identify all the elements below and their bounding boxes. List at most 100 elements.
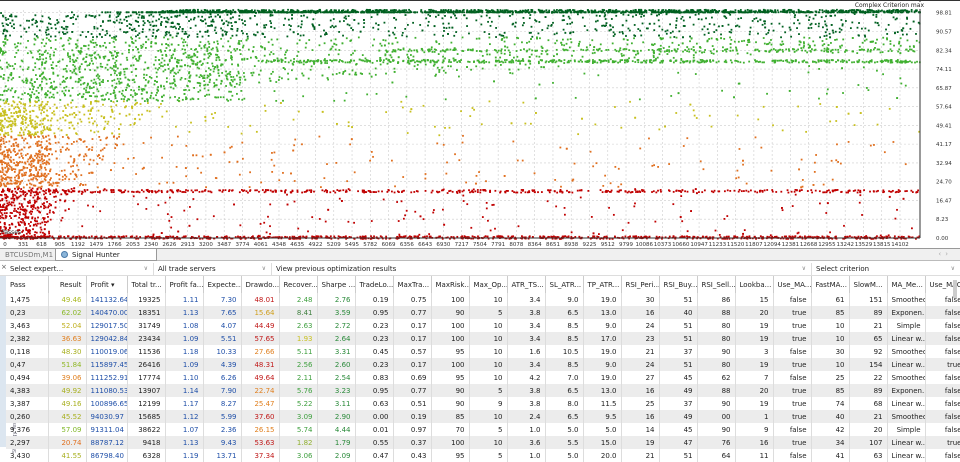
- data-point: [284, 192, 286, 194]
- data-point: [512, 61, 514, 63]
- data-point: [760, 190, 762, 192]
- data-point: [822, 26, 824, 28]
- data-point: [60, 149, 62, 151]
- data-point: [805, 131, 807, 133]
- data-point: [498, 235, 500, 237]
- data-point: [369, 9, 371, 11]
- data-point: [747, 9, 749, 11]
- data-point: [32, 197, 34, 199]
- data-point: [561, 192, 563, 194]
- data-point: [481, 51, 483, 53]
- data-point: [211, 113, 213, 115]
- data-point: [348, 121, 350, 123]
- data-point: [847, 236, 849, 238]
- data-point: [381, 191, 383, 193]
- data-point: [845, 20, 847, 22]
- data-point: [677, 72, 679, 74]
- data-point: [281, 190, 283, 192]
- data-point: [246, 9, 248, 11]
- data-point: [550, 189, 552, 191]
- data-point: [692, 190, 694, 192]
- data-point: [475, 19, 477, 21]
- data-point: [788, 192, 790, 194]
- data-point: [898, 236, 900, 238]
- data-point: [207, 62, 209, 64]
- data-point: [895, 191, 897, 193]
- data-point: [570, 41, 572, 43]
- data-point: [673, 9, 675, 11]
- data-point: [851, 61, 853, 63]
- data-point: [89, 121, 91, 123]
- data-point: [555, 206, 557, 208]
- data-point: [757, 33, 759, 35]
- data-point: [628, 14, 630, 16]
- data-point: [470, 9, 472, 11]
- data-point: [664, 11, 666, 13]
- data-point: [163, 85, 165, 87]
- data-point: [683, 61, 685, 63]
- data-point: [428, 51, 430, 53]
- data-point: [440, 9, 442, 11]
- data-point: [18, 176, 20, 178]
- data-point: [743, 40, 745, 42]
- data-point: [100, 150, 102, 152]
- data-point: [60, 151, 62, 153]
- data-point: [73, 14, 75, 16]
- data-point: [179, 190, 181, 192]
- data-point: [445, 9, 447, 11]
- data-point: [824, 35, 826, 37]
- data-point: [14, 43, 16, 45]
- data-point: [402, 10, 404, 12]
- data-point: [303, 61, 305, 63]
- data-point: [169, 83, 171, 85]
- data-point: [520, 49, 522, 51]
- data-point: [788, 235, 790, 237]
- data-point: [627, 11, 629, 13]
- data-point: [437, 67, 439, 69]
- data-point: [468, 189, 470, 191]
- data-point: [92, 39, 94, 41]
- data-point: [658, 11, 660, 13]
- data-point: [826, 38, 828, 40]
- data-point: [241, 189, 243, 191]
- data-point: [0, 99, 1, 101]
- data-point: [775, 60, 777, 62]
- data-point: [851, 22, 853, 24]
- data-point: [54, 135, 56, 137]
- data-point: [541, 10, 543, 12]
- data-point: [376, 60, 378, 62]
- data-point: [890, 43, 892, 45]
- data-point: [469, 61, 471, 63]
- data-point: [834, 39, 836, 41]
- data-point: [686, 235, 688, 237]
- data-point: [88, 163, 90, 165]
- data-point: [795, 59, 797, 61]
- data-point: [692, 10, 694, 12]
- data-point: [873, 144, 875, 146]
- data-point: [30, 50, 32, 52]
- data-point: [456, 236, 458, 238]
- data-point: [889, 9, 891, 11]
- data-point: [5, 156, 7, 158]
- data-point: [625, 11, 627, 13]
- data-point: [111, 37, 113, 39]
- data-point: [836, 9, 838, 11]
- data-point: [264, 191, 266, 193]
- data-point: [413, 56, 415, 58]
- data-point: [443, 9, 445, 11]
- data-point: [686, 60, 688, 62]
- data-point: [748, 61, 750, 63]
- data-point: [700, 59, 702, 61]
- data-point: [779, 23, 781, 25]
- data-point: [693, 109, 695, 111]
- data-point: [911, 11, 913, 13]
- data-point: [637, 61, 639, 63]
- data-point: [3, 143, 5, 145]
- data-point: [660, 45, 662, 47]
- data-point: [420, 9, 422, 11]
- data-point: [599, 59, 601, 61]
- data-point: [492, 10, 494, 12]
- data-point: [689, 16, 691, 18]
- data-point: [279, 76, 281, 78]
- data-point: [17, 177, 19, 179]
